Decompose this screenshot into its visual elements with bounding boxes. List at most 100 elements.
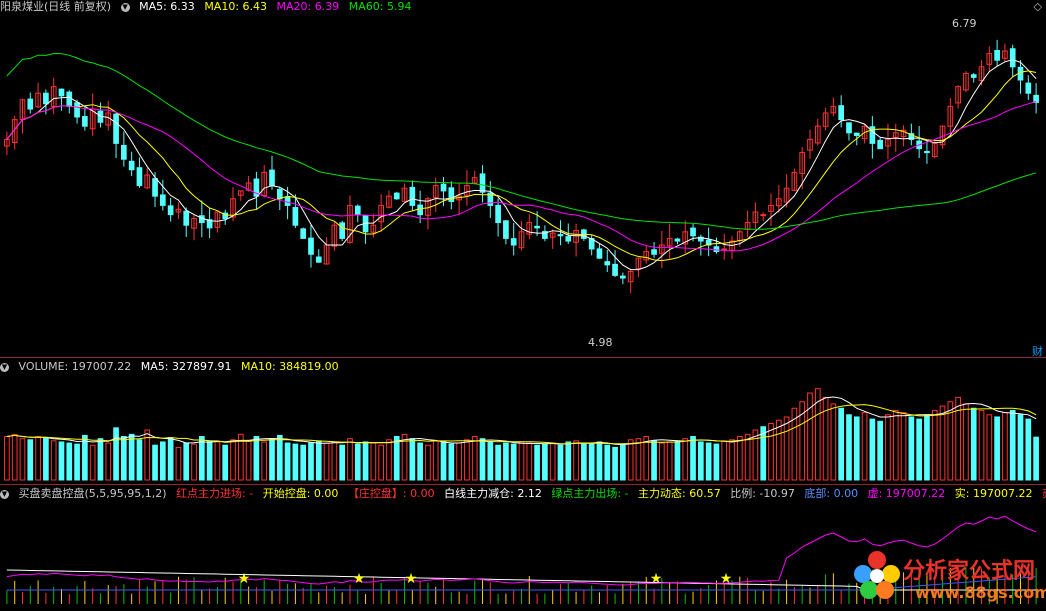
candle-body: [409, 186, 416, 206]
corner-diamond-icon[interactable]: ◇: [1033, 0, 1042, 13]
volume-bar: [752, 429, 759, 481]
volume-bar: [347, 438, 353, 481]
candle-body: [674, 238, 681, 242]
candle-body: [261, 171, 268, 196]
volume-bar: [19, 438, 26, 481]
volume-bar: [74, 443, 80, 481]
candle-body: [846, 122, 852, 134]
entry-label: 红点主力进场: -: [176, 487, 254, 500]
volume-bar: [456, 442, 462, 481]
volume-bar: [877, 420, 884, 481]
candle-body: [175, 208, 182, 213]
volume-bar: [50, 440, 57, 481]
watermark-text: 分析家公式网: [903, 559, 1036, 584]
volume-bar: [35, 436, 41, 481]
candle-body: [1033, 94, 1039, 103]
volume-bar: [666, 441, 673, 481]
white-reduce-label: 白线主力减仓: 2.12: [444, 487, 542, 500]
candle-body: [838, 105, 845, 121]
green-exit-label: 绿点主力出场: -: [551, 487, 629, 500]
watermark: [847, 546, 1046, 608]
volume-bar: [604, 444, 611, 481]
candle-body: [144, 174, 151, 189]
shi-label: 实: 197007.22: [954, 487, 1033, 500]
candle-body: [339, 222, 346, 239]
volume-bar: [963, 403, 969, 481]
star-marker-icon: ★: [720, 571, 733, 587]
volume-settings-icon[interactable]: ▼: [0, 362, 9, 372]
candle-body: [386, 195, 392, 208]
volume-bar: [916, 418, 922, 481]
volume-bar: [814, 388, 821, 481]
volume-bar: [432, 440, 439, 481]
volume-bar: [1025, 418, 1032, 481]
candle-body: [659, 244, 665, 254]
volume-bar: [354, 443, 361, 481]
volume-bar: [206, 440, 213, 481]
candle-body: [627, 270, 634, 283]
volume-bar: [682, 438, 689, 481]
volume-bar: [97, 438, 104, 481]
volume-bar: [1009, 409, 1016, 481]
candle-body: [869, 126, 876, 144]
candle-body: [963, 72, 969, 91]
candle-body: [1009, 48, 1016, 68]
candle-body: [432, 185, 439, 199]
candle-body: [604, 261, 611, 266]
pane-separator-1: [0, 357, 1046, 358]
indicator-settings-icon[interactable]: ▼: [0, 489, 9, 499]
volume-bar: [588, 442, 595, 481]
volume-bar: [908, 416, 915, 481]
volume-bar: [222, 444, 229, 481]
main-header: 阳泉煤业(日线 前复权) ▼ MA5: 6.33 MA10: 6.43 MA20…: [0, 0, 417, 14]
volume-bar: [27, 439, 34, 481]
volume-bar: [892, 409, 899, 481]
candle-body: [565, 236, 572, 242]
candle-body: [378, 204, 384, 223]
volume-bar: [799, 401, 806, 481]
volume-bar: [869, 418, 876, 481]
volume-bar: [308, 442, 314, 481]
settings-icon[interactable]: ▼: [120, 2, 130, 12]
volume-bar: [838, 407, 845, 481]
volume-bar: [362, 441, 369, 481]
candle-body: [471, 177, 478, 184]
volume-bar: [768, 422, 774, 481]
volume-bar: [89, 444, 96, 481]
candle-body: [464, 185, 470, 197]
candle-body: [370, 224, 377, 233]
candle-body: [27, 98, 34, 110]
star-marker-icon: ★: [238, 571, 251, 587]
candle-body: [978, 66, 985, 82]
candle-body: [752, 211, 759, 223]
candle-body: [503, 220, 509, 239]
volume-bar: [386, 439, 392, 481]
volume-bar: [183, 442, 190, 481]
volume-bar: [230, 439, 236, 481]
candle-body: [4, 138, 10, 147]
candle-body: [206, 219, 213, 229]
volume-bar: [253, 436, 260, 481]
volume-bar: [300, 444, 307, 481]
candle-body: [167, 205, 174, 216]
candle-body: [245, 182, 252, 191]
volume-bar: [924, 414, 930, 481]
corner-cai-label[interactable]: 财: [1032, 345, 1043, 358]
candle-body: [534, 225, 540, 229]
candle-body: [775, 198, 782, 207]
volume-bar: [261, 441, 268, 481]
volume-bar: [58, 441, 65, 481]
candle-body: [230, 198, 236, 218]
candle-body: [518, 231, 525, 249]
volume-ma10-line: [6, 404, 1037, 445]
candle-body: [807, 138, 813, 151]
candle-body: [495, 204, 501, 224]
volume-bar: [471, 436, 478, 481]
candle-body: [1025, 82, 1032, 94]
candle-body: [308, 237, 314, 255]
volume-bar: [542, 443, 548, 481]
candle-body: [705, 239, 712, 246]
star-marker-icon: ★: [405, 571, 418, 587]
candle-body: [43, 92, 49, 105]
